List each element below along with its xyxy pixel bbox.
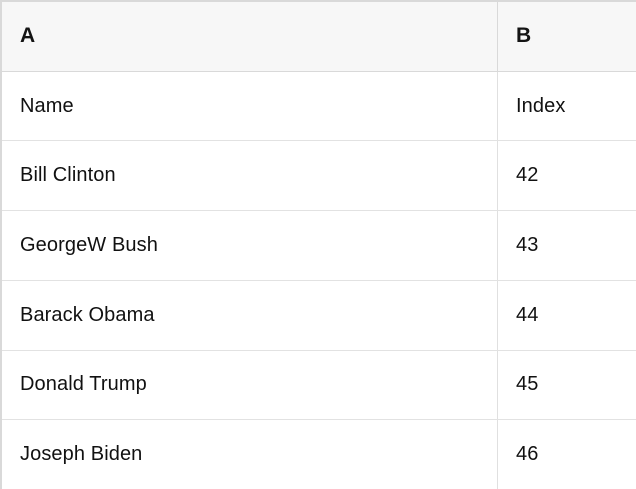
cell-index[interactable]: 43: [516, 234, 539, 257]
cell-index[interactable]: 44: [516, 303, 539, 326]
cell-index-header[interactable]: Index: [516, 94, 566, 117]
cell-name[interactable]: Joseph Biden: [2, 420, 498, 489]
column-header-b[interactable]: B: [516, 24, 532, 48]
cell-name[interactable]: Barack Obama: [2, 280, 498, 350]
table-row: Bill Clinton 42: [2, 141, 636, 212]
cell-name-header[interactable]: Name: [2, 71, 498, 141]
table-row: Joseph Biden 46: [2, 420, 636, 489]
cell-name[interactable]: Bill Clinton: [2, 141, 498, 211]
cell-name[interactable]: Donald Trump: [2, 350, 498, 420]
cell-name[interactable]: GeorgeW Bush: [2, 211, 498, 280]
table-row: Donald Trump 45: [2, 350, 636, 421]
cell-index[interactable]: 42: [516, 164, 539, 187]
column-header-row: A B: [2, 2, 636, 72]
cell-index[interactable]: 46: [516, 443, 539, 466]
table-row: Name Index: [2, 71, 636, 142]
table-row: GeorgeW Bush 43: [2, 211, 636, 281]
table-row: Barack Obama 44: [2, 280, 636, 351]
cell-index[interactable]: 45: [516, 373, 539, 396]
column-header-a[interactable]: A: [2, 2, 498, 71]
